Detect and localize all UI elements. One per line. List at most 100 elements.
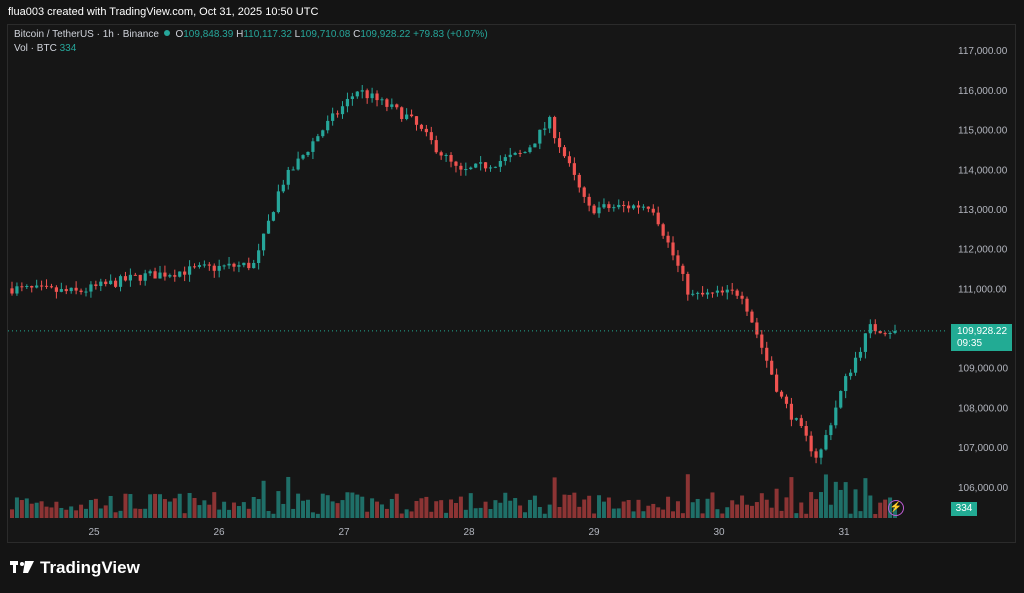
volume-bar	[330, 501, 335, 518]
candle-down	[385, 99, 389, 107]
candle-up	[178, 271, 182, 277]
y-tick-label: 117,000.00	[958, 46, 1008, 57]
volume-bar	[794, 513, 799, 518]
volume-bar	[162, 499, 167, 518]
candle-down	[883, 333, 887, 335]
volume-bar	[133, 508, 138, 518]
candle-down	[74, 287, 78, 291]
volume-bar	[123, 493, 128, 518]
volume-bar	[241, 502, 246, 518]
volume-bar	[592, 513, 597, 518]
volume-bar	[814, 499, 819, 518]
candle-up	[533, 143, 537, 148]
candle-up	[853, 357, 858, 373]
candle-down	[183, 271, 187, 275]
volume-bar	[542, 513, 547, 518]
volume-bar	[730, 500, 735, 518]
candle-down	[192, 266, 197, 268]
volume-bar	[700, 513, 705, 518]
candle-up	[286, 169, 290, 185]
candle-down	[770, 360, 774, 375]
volume-bar	[493, 500, 498, 518]
volume-bar	[59, 507, 64, 518]
candle-down	[39, 285, 44, 287]
volume-bar	[789, 477, 794, 518]
candle-up	[59, 289, 63, 292]
y-tick-label: 106,000.00	[958, 483, 1008, 494]
volume-bar	[878, 502, 883, 518]
volume-bar	[641, 511, 646, 518]
y-tick-label: 113,000.00	[958, 205, 1008, 216]
volume-bar	[567, 494, 572, 518]
candle-up	[326, 120, 330, 131]
logo-text: TradingView	[40, 558, 140, 577]
volume-bar	[720, 513, 725, 518]
volume-bar	[626, 500, 631, 518]
candle-up	[888, 332, 892, 334]
bar-countdown: 09:35	[957, 338, 983, 349]
volume-bar	[468, 493, 473, 518]
volume-bar	[656, 507, 661, 518]
candle-up	[291, 169, 295, 171]
volume-bar	[212, 492, 217, 518]
candle-up	[321, 130, 325, 137]
candle-down	[789, 403, 794, 420]
candle-down	[814, 451, 818, 458]
volume-bar	[690, 502, 695, 518]
candle-down	[133, 274, 137, 276]
volume-bar	[809, 492, 814, 518]
candle-up	[340, 106, 345, 115]
volume-bar	[843, 482, 848, 518]
volume-bar	[10, 509, 14, 518]
volume-bar	[784, 497, 789, 518]
candle-up	[523, 152, 527, 154]
volume-bar	[764, 499, 769, 518]
volume-bar	[271, 513, 276, 518]
candle-up	[197, 265, 202, 267]
lightning-icon[interactable]: ⚡	[888, 500, 904, 516]
volume-bar	[74, 510, 79, 518]
candle-down	[434, 140, 438, 153]
candle-up	[617, 204, 621, 208]
candle-down	[661, 224, 665, 236]
candle-down	[335, 113, 340, 115]
candle-down	[104, 281, 108, 285]
candle-down	[138, 274, 142, 281]
volume-legend[interactable]: Vol · BTC 334	[14, 43, 76, 54]
candle-down	[750, 311, 754, 323]
legend-dot	[163, 30, 170, 36]
volume-bar	[266, 511, 271, 518]
tradingview-logo[interactable]: TradingView	[10, 558, 140, 578]
symbol-legend[interactable]: Bitcoin / TetherUS · 1h · Binance O109,8…	[14, 29, 488, 40]
volume-bar	[463, 509, 468, 518]
volume-bar	[44, 506, 49, 518]
volume-bar	[296, 493, 301, 518]
candle-up	[794, 418, 798, 420]
volume-bar	[167, 501, 172, 518]
candle-down	[577, 174, 581, 188]
volume-bar	[404, 509, 409, 518]
volume-bar	[276, 491, 281, 518]
volume-bar	[54, 501, 59, 518]
candle-up	[187, 266, 192, 275]
chart-panel[interactable]	[7, 24, 1016, 543]
candle-down	[582, 187, 586, 197]
candle-up	[469, 167, 473, 170]
volume-bar	[636, 499, 641, 518]
candle-up	[217, 265, 221, 271]
volume-bar	[735, 504, 740, 518]
candle-down	[735, 290, 739, 296]
candle-up	[631, 205, 636, 209]
volume-bar	[547, 504, 552, 518]
y-tick-label: 116,000.00	[958, 86, 1008, 97]
candle-up	[360, 90, 364, 92]
volume-bar	[64, 509, 69, 518]
candle-up	[503, 157, 507, 162]
volume-bar	[749, 505, 754, 518]
last-price: 109,928.22	[957, 326, 1008, 337]
candle-up	[691, 293, 695, 295]
candle-down	[429, 132, 433, 141]
volume-tag: 334	[951, 502, 977, 516]
volume-bar	[424, 496, 429, 518]
